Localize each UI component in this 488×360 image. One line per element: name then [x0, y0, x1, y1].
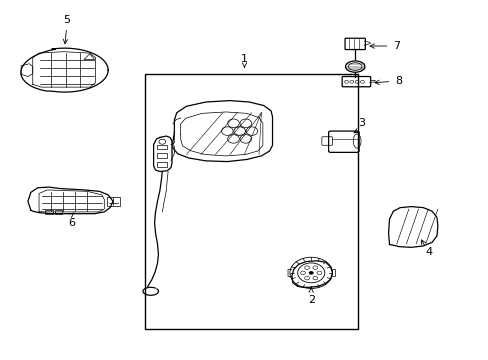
Text: 6: 6 [68, 218, 75, 228]
Bar [156, 153, 167, 158]
Text: 4: 4 [425, 247, 432, 257]
Bar [156, 162, 167, 167]
Bar [156, 145, 167, 149]
Bar [45, 210, 53, 214]
Text: 8: 8 [394, 76, 402, 86]
Text: 5: 5 [63, 15, 70, 25]
Bar [106, 197, 120, 206]
Text: 7: 7 [393, 41, 400, 51]
Bar [55, 210, 62, 214]
Text: 1: 1 [241, 54, 247, 64]
Circle shape [308, 271, 313, 275]
Text: 2: 2 [307, 295, 314, 305]
Text: 3: 3 [357, 118, 364, 127]
Bar [145, 74, 357, 329]
